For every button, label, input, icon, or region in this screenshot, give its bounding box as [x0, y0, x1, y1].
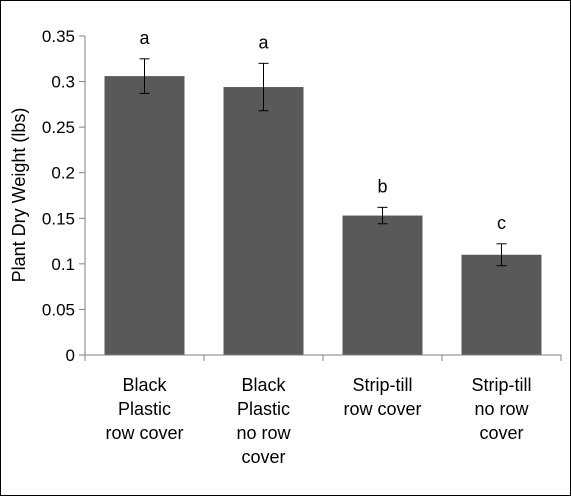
bar: [461, 254, 542, 355]
significance-label: b: [377, 176, 387, 196]
x-category-label-line: cover: [479, 423, 523, 443]
x-category-label: Strip-till no row cover: [471, 375, 531, 443]
y-tick-label: 0.25: [42, 118, 75, 137]
x-category-label-line: no row: [474, 399, 529, 419]
y-tick-label: 0.35: [42, 27, 75, 46]
x-category-label-line: Black: [241, 375, 286, 395]
significance-label: c: [497, 213, 506, 233]
y-axis-ticks: 0 0.05 0.1 0.15 0.2 0.25 0.3 0.35: [42, 27, 85, 365]
significance-label: a: [139, 28, 150, 48]
error-bars: [139, 58, 507, 267]
x-category-label: Black Plastic no row cover: [236, 375, 291, 467]
y-tick-label: 0.2: [51, 164, 75, 183]
x-category-label: Black Plastic row cover: [105, 375, 183, 443]
y-axis-title: Plant Dry Weight (lbs): [9, 108, 29, 283]
x-category-label-line: Black: [122, 375, 167, 395]
x-category-label-line: row cover: [343, 399, 421, 419]
x-category-label-line: Plastic: [118, 399, 171, 419]
x-category-label-line: Plastic: [237, 399, 290, 419]
axes: [84, 36, 562, 361]
bar: [342, 215, 423, 355]
y-tick-label: 0.1: [51, 255, 75, 274]
bar: [104, 76, 185, 356]
x-category-label-line: row cover: [105, 423, 183, 443]
y-tick-label: 0.3: [51, 73, 75, 92]
x-category-label-line: Strip-till: [352, 375, 412, 395]
x-category-label: Strip-till row cover: [343, 375, 421, 419]
y-axis-title-group: Plant Dry Weight (lbs): [9, 108, 29, 283]
x-category-label-line: no row: [236, 423, 291, 443]
bars: [104, 76, 542, 356]
significance-label: a: [258, 32, 269, 52]
significance-labels: a a b c: [139, 28, 506, 233]
x-category-label-line: Strip-till: [471, 375, 531, 395]
x-category-label-line: cover: [241, 447, 285, 467]
y-tick-label: 0.15: [42, 209, 75, 228]
x-axis-category-labels: Black Plastic row cover Black Plastic no row c…: [105, 375, 531, 467]
y-tick-label: 0: [66, 346, 75, 365]
bar: [223, 87, 304, 355]
y-tick-label: 0.05: [42, 300, 75, 319]
